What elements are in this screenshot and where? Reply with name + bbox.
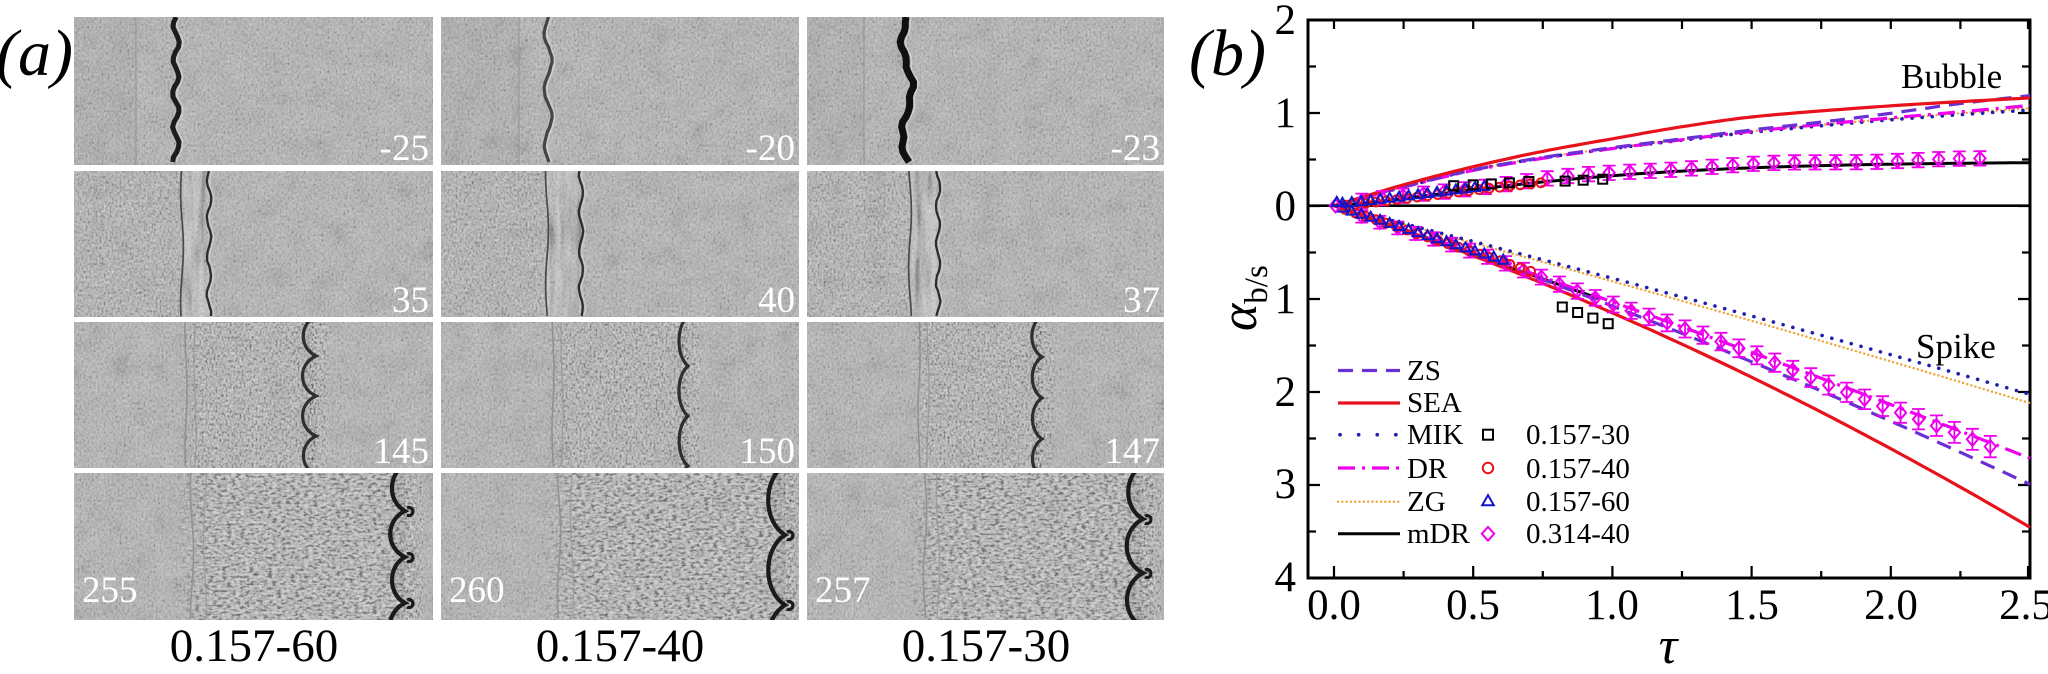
svg-text:255: 255 xyxy=(82,570,138,611)
svg-text:ZS: ZS xyxy=(1407,355,1441,387)
svg-text:0.0: 0.0 xyxy=(1307,582,1361,629)
svg-text:3: 3 xyxy=(1275,461,1297,508)
svg-text:ZG: ZG xyxy=(1407,486,1446,518)
svg-text:1.5: 1.5 xyxy=(1725,582,1779,629)
svg-text:0.157-60: 0.157-60 xyxy=(1526,486,1630,518)
svg-text:-20: -20 xyxy=(746,128,795,169)
svg-text:0.157-40: 0.157-40 xyxy=(536,620,704,672)
svg-text:mDR: mDR xyxy=(1407,518,1471,550)
svg-text:αb/s: αb/s xyxy=(1211,265,1275,331)
svg-text:(a): (a) xyxy=(0,17,73,90)
svg-text:2.5: 2.5 xyxy=(1999,582,2048,629)
svg-text:147: 147 xyxy=(1105,431,1161,472)
svg-text:4: 4 xyxy=(1275,554,1297,601)
svg-text:DR: DR xyxy=(1407,453,1448,485)
svg-text:0.157-30: 0.157-30 xyxy=(1526,419,1630,451)
svg-text:τ: τ xyxy=(1659,618,1680,674)
svg-text:(b): (b) xyxy=(1189,17,1266,90)
svg-text:0: 0 xyxy=(1275,183,1297,230)
svg-text:37: 37 xyxy=(1123,280,1160,321)
svg-text:260: 260 xyxy=(449,570,505,611)
svg-text:SEA: SEA xyxy=(1407,387,1462,419)
svg-text:0.157-60: 0.157-60 xyxy=(170,620,338,672)
svg-text:150: 150 xyxy=(740,431,796,472)
svg-text:0.157-40: 0.157-40 xyxy=(1526,453,1630,485)
svg-text:1: 1 xyxy=(1275,90,1297,137)
svg-text:1.0: 1.0 xyxy=(1585,582,1639,629)
svg-text:257: 257 xyxy=(815,570,871,611)
svg-text:Bubble: Bubble xyxy=(1901,57,2002,96)
svg-text:2.0: 2.0 xyxy=(1864,582,1918,629)
svg-text:Spike: Spike xyxy=(1916,327,1996,366)
svg-text:1: 1 xyxy=(1275,276,1297,323)
svg-text:0.5: 0.5 xyxy=(1446,582,1500,629)
svg-text:35: 35 xyxy=(392,280,429,321)
svg-text:0.314-40: 0.314-40 xyxy=(1526,518,1630,550)
svg-text:-23: -23 xyxy=(1111,128,1160,169)
svg-text:MIK: MIK xyxy=(1407,419,1463,451)
svg-text:0.157-30: 0.157-30 xyxy=(902,620,1070,672)
svg-text:40: 40 xyxy=(758,280,795,321)
svg-text:-25: -25 xyxy=(380,128,429,169)
svg-text:2: 2 xyxy=(1275,369,1297,416)
svg-text:2: 2 xyxy=(1275,0,1297,44)
svg-text:145: 145 xyxy=(374,431,430,472)
